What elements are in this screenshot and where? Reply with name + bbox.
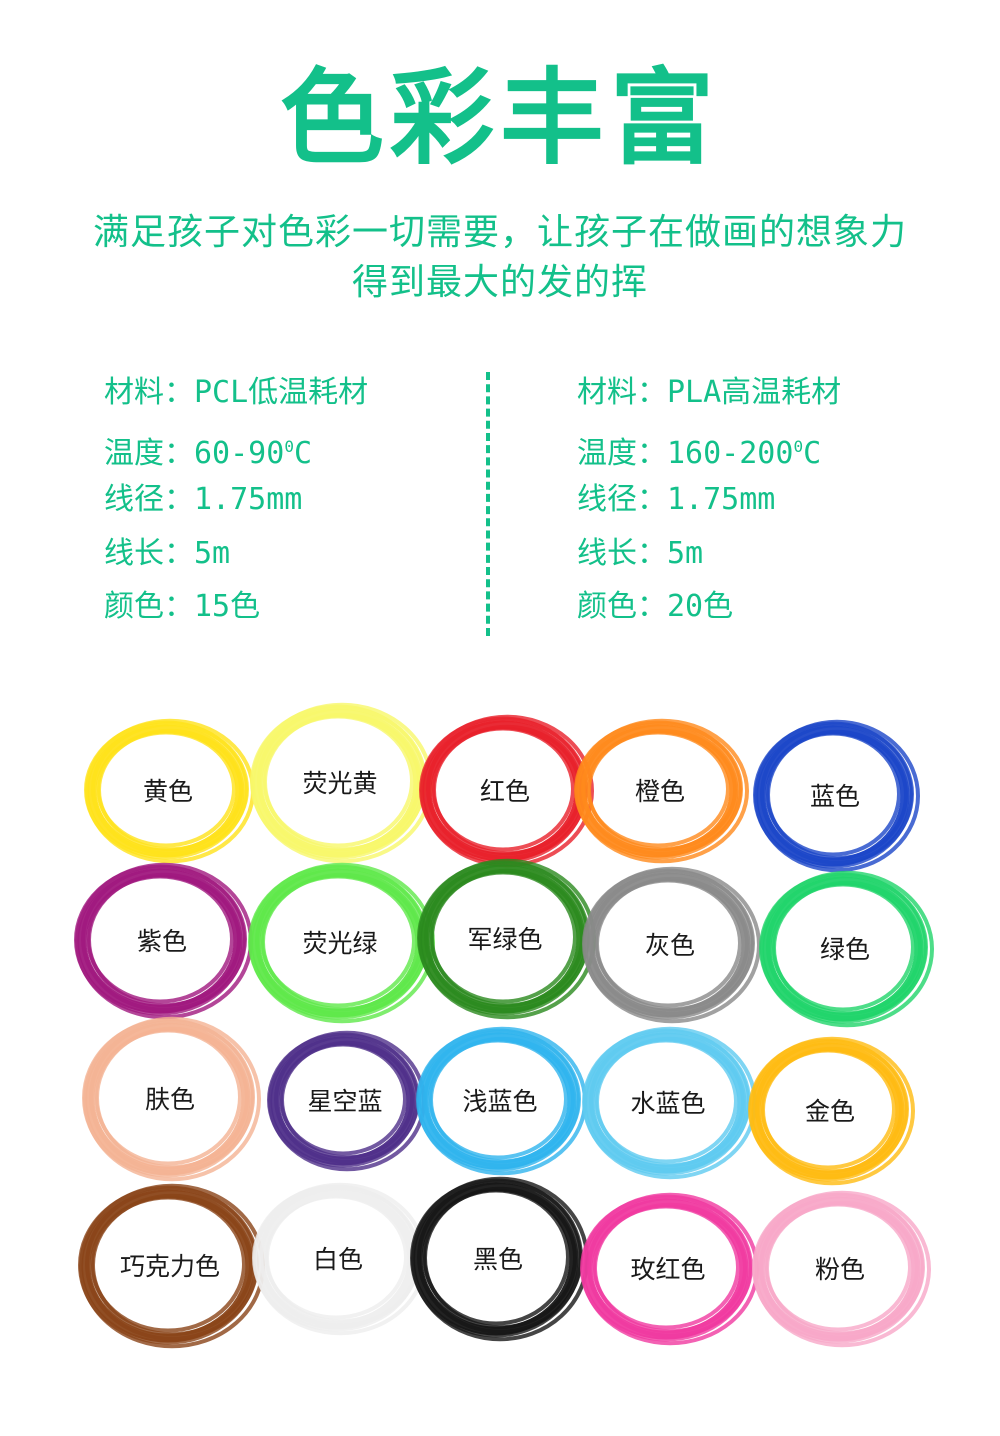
filament-coil-icon [417,858,596,1020]
spec-value: 5m [194,535,231,571]
dashed-divider [486,372,490,636]
specs-pla: 材料：PLA高温耗材 温度：160-2000C 线径：1.75mm 线长：5m … [577,366,957,634]
spec-label: 线长： [104,535,194,571]
spec-length: 线长：5m [104,527,484,581]
filament-coil-icon [748,1036,915,1186]
subtitle-line-2: 得到最大的发的挥 [351,262,648,303]
spec-value: 5m [667,535,704,571]
spec-label: 材料： [104,375,194,410]
swatch-label: 荧光黄 [302,769,378,798]
filament-swatch: 水蓝色 [572,1016,764,1188]
spec-degree: 0 [284,436,294,456]
spec-material: 材料：PCL低温耗材 [104,366,484,420]
spec-degree: 0 [793,436,804,456]
swatch-label: 灰色 [644,931,695,960]
spec-label: 线长： [577,535,667,571]
spec-value: 160-200 [667,435,794,471]
spec-value: 20色 [667,589,734,624]
swatch-label: 巧克力色 [119,1252,220,1281]
subtitle: 满足孩子对色彩一切需要，让孩子在做画的想象力 得到最大的发的挥 [40,208,960,308]
filament-swatch: 玫红色 [570,1182,766,1354]
swatch-label: 绿色 [819,935,870,964]
spec-value: 15色 [194,589,261,624]
filament-swatch: 浅蓝色 [406,1016,594,1184]
swatch-label: 荧光绿 [302,929,378,958]
filament-coil-icon [759,870,934,1028]
spec-label: 颜色： [104,589,194,624]
spec-unit: C [803,435,822,471]
filament-swatch: 蓝色 [743,709,927,881]
swatch-label: 橙色 [634,777,685,806]
filament-swatch: 红色 [409,704,601,876]
spec-colors: 颜色：15色 [104,580,484,634]
spec-temperature: 温度：160-2000C [577,420,957,474]
swatch-label: 金色 [804,1097,855,1126]
swatch-label: 玫红色 [630,1255,706,1284]
spec-colors: 颜色：20色 [577,580,957,634]
filament-coil-icon [84,718,255,864]
filament-swatch: 橙色 [564,708,756,872]
filament-swatch: 黑色 [400,1166,596,1350]
filament-coil-icon [419,714,594,868]
swatch-label: 黄色 [142,777,193,806]
filament-coil-icon [582,866,761,1024]
spec-diameter: 线径：1.75mm [577,473,957,527]
swatch-label: 军绿色 [467,925,543,954]
spec-label: 颜色： [577,589,667,624]
filament-swatch: 灰色 [572,856,768,1032]
page-title: 色彩丰富 [279,57,720,179]
spec-label: 温度： [104,435,194,471]
filament-swatch: 绿色 [749,860,941,1036]
swatch-label: 紫色 [136,927,187,956]
swatch-label: 肤色 [144,1085,195,1114]
spec-label: 材料： [577,375,667,410]
spec-length: 线长：5m [577,527,957,581]
spec-value: 1.75mm [194,482,303,517]
spec-value: PLA高温耗材 [667,375,842,410]
filament-swatch: 肤色 [72,1006,268,1190]
spec-value: 1.75mm [667,482,776,517]
filament-swatch: 紫色 [64,852,260,1028]
spec-unit: C [293,435,313,471]
spec-value: PCL低温耗材 [194,375,369,410]
filament-coil-icon [580,1192,759,1346]
spec-label: 温度： [577,435,667,471]
filament-coil-icon [82,1016,261,1182]
subtitle-line-1: 满足孩子对色彩一切需要，让孩子在做画的想象力 [92,212,907,253]
spec-material: 材料：PLA高温耗材 [577,366,957,420]
filament-swatch: 粉色 [742,1180,938,1356]
spec-diameter: 线径：1.75mm [104,473,484,527]
swatch-label: 红色 [479,777,530,806]
filament-coil-icon [582,1026,757,1180]
swatch-label: 粉色 [814,1255,865,1284]
swatch-label: 浅蓝色 [462,1087,538,1116]
filament-coil-icon [410,1176,589,1342]
swatch-label: 黑色 [472,1245,523,1274]
spec-temperature: 温度：60-900C [104,420,484,474]
filament-coil-icon [753,719,920,873]
swatch-label: 蓝色 [809,782,860,811]
spec-value: 60-90 [194,435,285,471]
filament-swatch: 金色 [738,1026,922,1194]
filament-coil-icon [267,1030,426,1172]
specs-pcl: 材料：PCL低温耗材 温度：60-900C 线径：1.75mm 线长：5m 颜色… [104,366,484,634]
filament-coil-icon [574,718,749,864]
filament-swatch: 黄色 [74,708,262,872]
spec-label: 线径： [104,482,194,517]
spec-label: 线径： [577,482,667,517]
filament-coil-icon [752,1190,931,1348]
filament-swatch: 星空蓝 [257,1020,433,1180]
filament-swatch: 军绿色 [407,848,603,1028]
swatch-label: 水蓝色 [630,1089,706,1118]
swatch-label: 星空蓝 [307,1087,383,1116]
swatch-label: 白色 [312,1245,363,1274]
